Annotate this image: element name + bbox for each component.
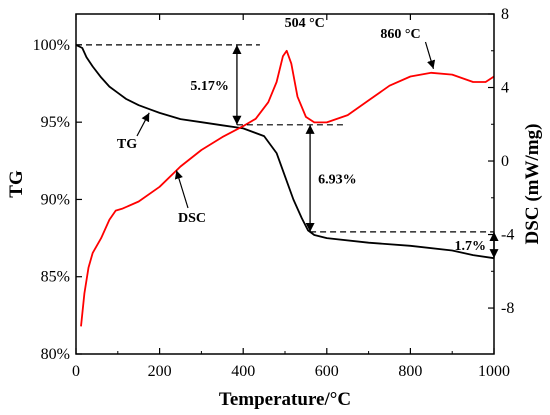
y-right-tick-label: 8: [501, 6, 509, 23]
x-tick-label: 1000: [478, 363, 510, 380]
series-line-tg: [75, 44, 495, 260]
series-label-tg: TG: [117, 137, 137, 152]
y-left-tick-label: 100%: [33, 37, 70, 54]
x-tick-label: 400: [231, 363, 255, 380]
x-tick-label: 800: [398, 363, 422, 380]
tg-pointer-arrow: [136, 112, 150, 137]
mass-loss-3-label: 1.7%: [455, 239, 487, 254]
y-left-tick-label: 90%: [41, 191, 70, 208]
series-layer: [75, 44, 495, 327]
y-left-tick-label: 95%: [41, 114, 70, 131]
y-left-tick-label: 85%: [41, 269, 70, 286]
series-label-dsc: DSC: [178, 211, 206, 226]
peak-label-504: 504 °C: [285, 16, 325, 31]
x-tick-label: 0: [72, 363, 80, 380]
axes-layer: 0 200 400 600 800 1000 80% 85% 90% 95% 100% -8 -4 0 4 8: [33, 6, 515, 380]
x-axis-title: Temperature/°C: [219, 389, 351, 410]
dsc-pointer-arrow: [174, 170, 189, 209]
y-right-tick-label: -4: [501, 227, 514, 244]
peak-860-arrow: [424, 41, 436, 69]
y-right-tick-label: 0: [501, 153, 509, 170]
peak-label-860: 860 °C: [380, 27, 420, 42]
y-right-tick-label: -8: [501, 300, 514, 317]
y-left-tick-label: 80%: [41, 346, 70, 363]
y-left-axis-title: TG: [6, 170, 27, 198]
mass-loss-1-label: 5.17%: [190, 79, 229, 94]
x-tick-label: 200: [148, 363, 172, 380]
x-tick-label: 600: [315, 363, 339, 380]
mass-loss-2-label: 6.93%: [318, 172, 357, 187]
plot-frame: [75, 13, 495, 355]
annotation-layer: 5.17% 6.93% 1.7% 504 °C 860 °C TG DSC: [76, 16, 499, 259]
series-line-dsc: [80, 49, 495, 327]
y-right-axis-title: DSC (mW/mg): [522, 124, 543, 245]
y-right-tick-label: 4: [501, 80, 509, 97]
